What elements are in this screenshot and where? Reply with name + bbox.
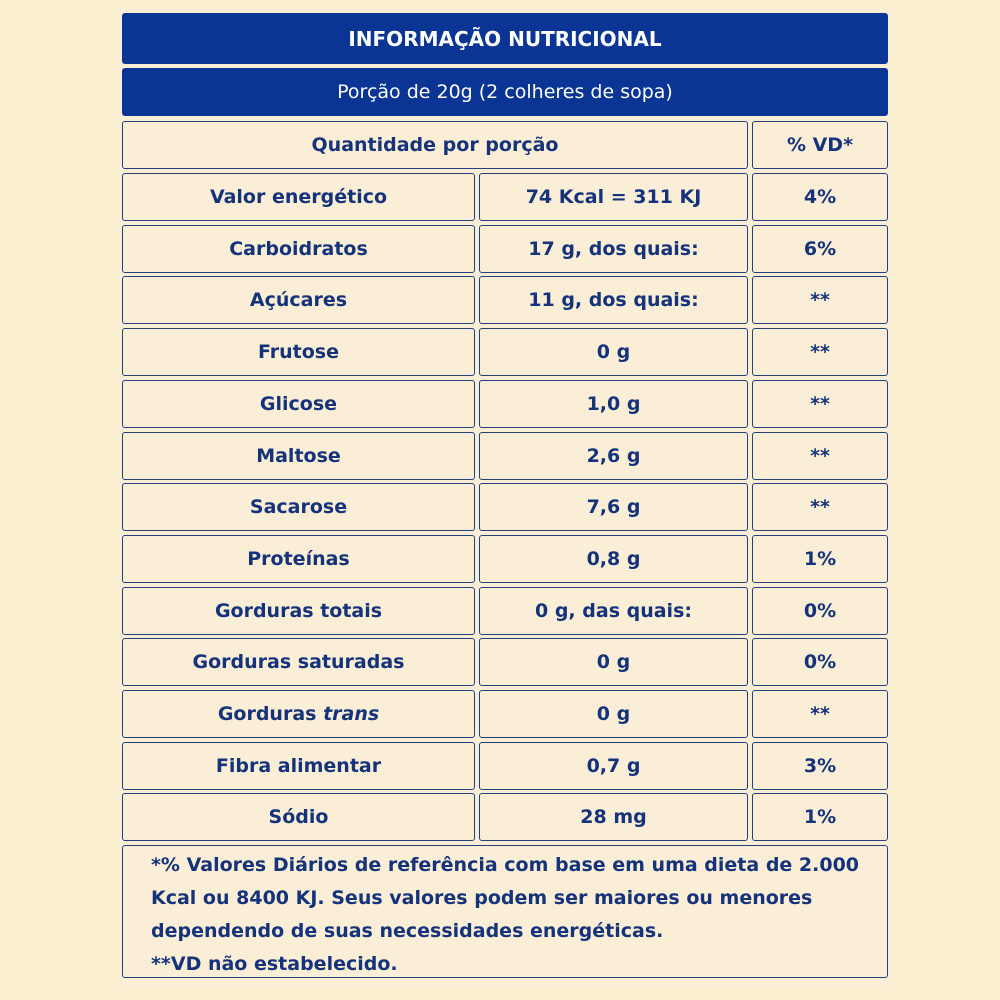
nutrient-amount: 0,7 g xyxy=(479,742,748,790)
nutrient-amount: 11 g, dos quais: xyxy=(479,276,748,324)
nutrient-name: Gorduras saturadas xyxy=(122,638,475,686)
footnote-line: *% Valores Diários de referência com bas… xyxy=(151,854,860,876)
nutrient-name: Valor energético xyxy=(122,173,475,221)
nutrient-name: Frutose xyxy=(122,328,475,376)
nutrient-vd: 0% xyxy=(752,638,888,686)
footnote-line: dependendo de suas necessidades energéti… xyxy=(151,920,664,942)
nutrient-vd: 1% xyxy=(752,793,888,841)
nutrient-vd: 4% xyxy=(752,173,888,221)
nutrient-amount: 7,6 g xyxy=(479,483,748,531)
nutrient-name: Gorduras trans xyxy=(122,690,475,738)
nutrient-name: Maltose xyxy=(122,432,475,480)
nutrient-amount: 0 g xyxy=(479,328,748,376)
footnote-line: Kcal ou 8400 KJ. Seus valores podem ser … xyxy=(151,887,813,909)
nutrient-vd: 0% xyxy=(752,587,888,635)
nutrient-name-text: Gorduras xyxy=(217,703,324,725)
nutrient-name: Sacarose xyxy=(122,483,475,531)
nutrient-amount: 28 mg xyxy=(479,793,748,841)
nutrient-amount: 2,6 g xyxy=(479,432,748,480)
nutrient-vd: ** xyxy=(752,690,888,738)
table-title: INFORMAÇÃO NUTRICIONAL xyxy=(122,13,888,64)
nutrient-name: Sódio xyxy=(122,793,475,841)
nutrient-amount: 0,8 g xyxy=(479,535,748,583)
portion-size: Porção de 20g (2 colheres de sopa) xyxy=(122,68,888,116)
nutrient-name: Fibra alimentar xyxy=(122,742,475,790)
nutrient-name: Açúcares xyxy=(122,276,475,324)
nutrient-vd: 1% xyxy=(752,535,888,583)
nutrient-amount: 17 g, dos quais: xyxy=(479,225,748,273)
nutrient-name: Gorduras totais xyxy=(122,587,475,635)
nutrient-vd: ** xyxy=(752,432,888,480)
nutrient-name: Glicose xyxy=(122,380,475,428)
nutrient-name: Proteínas xyxy=(122,535,475,583)
nutrient-name: Carboidratos xyxy=(122,225,475,273)
nutrient-amount: 0 g xyxy=(479,690,748,738)
nutrient-amount: 0 g xyxy=(479,638,748,686)
nutrient-vd: ** xyxy=(752,328,888,376)
nutrient-amount: 74 Kcal = 311 KJ xyxy=(479,173,748,221)
nutrient-vd: 3% xyxy=(752,742,888,790)
nutrient-amount: 1,0 g xyxy=(479,380,748,428)
nutrient-vd: ** xyxy=(752,483,888,531)
column-header-quantity: Quantidade por porção xyxy=(122,121,748,169)
nutrient-vd: ** xyxy=(752,380,888,428)
nutrient-vd: 6% xyxy=(752,225,888,273)
column-header-vd: % VD* xyxy=(752,121,888,169)
footnote: *% Valores Diários de referência com bas… xyxy=(122,845,888,978)
nutrient-vd: ** xyxy=(752,276,888,324)
nutrient-name-italic: trans xyxy=(323,703,380,725)
footnote-line: **VD não estabelecido. xyxy=(151,953,398,975)
nutrient-amount: 0 g, das quais: xyxy=(479,587,748,635)
